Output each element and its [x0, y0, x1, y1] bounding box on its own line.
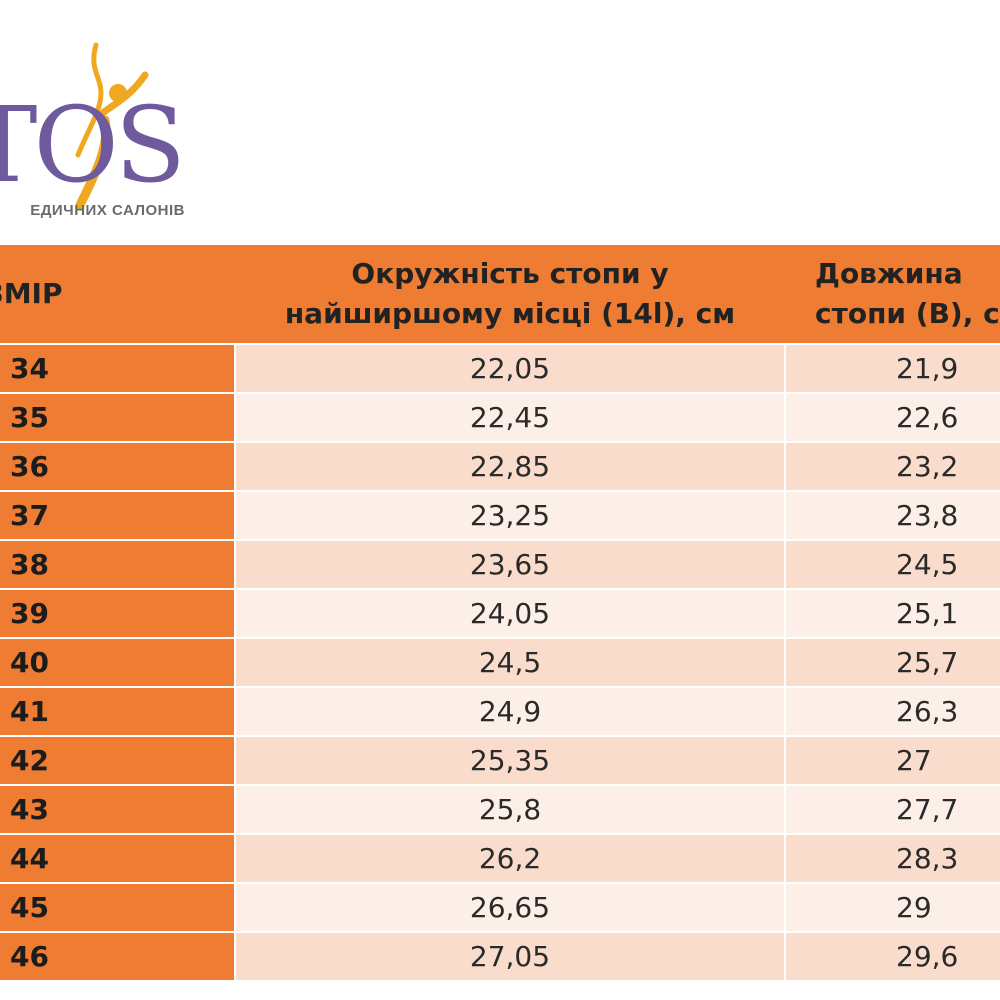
length-cell: 25,7	[785, 638, 1000, 688]
girth-cell: 26,65	[235, 883, 786, 933]
header-length-line2: стопи (B), см	[815, 297, 1000, 330]
logo-tagline: ЕДИЧНИХ САЛОНІВ	[30, 202, 185, 219]
size-cell: 37	[0, 491, 236, 541]
table-header-row: ОЗМІР Окружність стопи у найширшому місц…	[0, 245, 1000, 345]
table-row: 44 26,2 28,3	[0, 834, 1000, 884]
girth-cell: 22,05	[235, 344, 786, 394]
length-cell: 28,3	[785, 834, 1000, 884]
header-length-line1: Довжина	[815, 257, 963, 290]
length-cell: 24,5	[785, 540, 1000, 590]
girth-cell: 23,65	[235, 540, 786, 590]
length-cell: 21,9	[785, 344, 1000, 394]
table-row: 42 25,35 27	[0, 736, 1000, 786]
size-cell: 35	[0, 393, 236, 443]
header-foot-girth: Окружність стопи у найширшому місці (14l…	[235, 245, 785, 345]
size-cell: 44	[0, 834, 236, 884]
size-cell: 42	[0, 736, 236, 786]
length-cell: 23,8	[785, 491, 1000, 541]
girth-cell: 24,05	[235, 589, 786, 639]
length-cell: 29	[785, 883, 1000, 933]
header-girth-line2: найширшому місці (14l), см	[284, 297, 736, 330]
size-cell: 43	[0, 785, 236, 835]
girth-cell: 22,45	[235, 393, 786, 443]
girth-cell: 22,85	[235, 442, 786, 492]
girth-cell: 25,35	[235, 736, 786, 786]
girth-cell: 25,8	[235, 785, 786, 835]
header-girth-line1: Окружність стопи у	[351, 257, 669, 290]
size-table-container: ОЗМІР Окружність стопи у найширшому місц…	[0, 245, 1000, 980]
table-row: 40 24,5 25,7	[0, 638, 1000, 688]
size-cell: 39	[0, 589, 236, 639]
company-logo: TOS ЕДИЧНИХ САЛОНІВ	[0, 20, 210, 230]
table-row: 35 22,45 22,6	[0, 393, 1000, 443]
length-cell: 27	[785, 736, 1000, 786]
dancer-figure-icon	[75, 42, 149, 210]
girth-cell: 26,2	[235, 834, 786, 884]
table-row: 36 22,85 23,2	[0, 442, 1000, 492]
length-cell: 22,6	[785, 393, 1000, 443]
size-cell: 36	[0, 442, 236, 492]
length-cell: 26,3	[785, 687, 1000, 737]
length-cell: 29,6	[785, 932, 1000, 980]
table-body: 34 22,05 21,9 35 22,45 22,6 36 22,85 23,2 37 23,25…	[0, 344, 1000, 980]
table-row: 38 23,65 24,5	[0, 540, 1000, 590]
girth-cell: 23,25	[235, 491, 786, 541]
girth-cell: 27,05	[235, 932, 786, 980]
logo-wordmark: TOS	[0, 90, 186, 200]
size-cell: 45	[0, 883, 236, 933]
header-foot-length: Довжина стопи (B), см	[785, 245, 1000, 345]
size-cell: 41	[0, 687, 236, 737]
table-row: 46 27,05 29,6	[0, 932, 1000, 980]
girth-cell: 24,9	[235, 687, 786, 737]
size-cell: 38	[0, 540, 236, 590]
table-row: 45 26,65 29	[0, 883, 1000, 933]
table-row: 37 23,25 23,8	[0, 491, 1000, 541]
girth-cell: 24,5	[235, 638, 786, 688]
size-cell: 34	[0, 344, 236, 394]
length-cell: 23,2	[785, 442, 1000, 492]
table-row: 43 25,8 27,7	[0, 785, 1000, 835]
length-cell: 27,7	[785, 785, 1000, 835]
length-cell: 25,1	[785, 589, 1000, 639]
size-cell: 46	[0, 932, 236, 980]
table-row: 34 22,05 21,9	[0, 344, 1000, 394]
table-row: 41 24,9 26,3	[0, 687, 1000, 737]
size-cell: 40	[0, 638, 236, 688]
header-size: ОЗМІР	[0, 245, 235, 345]
size-chart-table: ОЗМІР Окружність стопи у найширшому місц…	[0, 245, 1000, 980]
table-row: 39 24,05 25,1	[0, 589, 1000, 639]
